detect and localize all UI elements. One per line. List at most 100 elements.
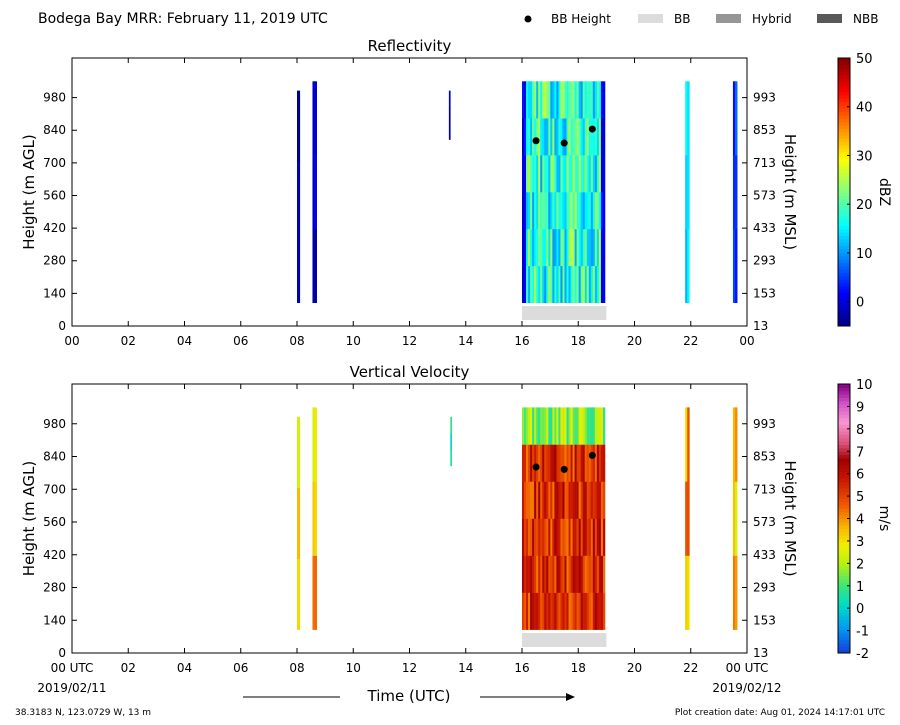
y-tick-label-right: 853 — [753, 123, 776, 137]
colorbar-cell — [838, 636, 850, 641]
echo-cell — [580, 265, 584, 303]
echo-cell — [550, 481, 553, 519]
echo-cell — [590, 444, 594, 482]
echo-cell — [556, 592, 559, 630]
y-tick-label: 560 — [43, 515, 66, 529]
echo-cell — [544, 555, 547, 593]
colorbar-cell — [838, 285, 850, 290]
echo-cell — [594, 155, 598, 193]
echo-cell — [584, 192, 588, 230]
echo-cell — [580, 518, 584, 556]
echo-cell — [538, 518, 541, 556]
echo-cell — [538, 481, 541, 519]
echo-cell — [570, 81, 573, 119]
echo-cell — [596, 518, 600, 556]
echo-cell — [592, 155, 596, 193]
colorbar-cell — [838, 407, 850, 412]
echo-cell — [580, 81, 584, 119]
colorbar-cell — [838, 252, 850, 257]
colorbar-cell — [838, 104, 850, 109]
echo-cell — [548, 265, 551, 303]
echo-cell — [574, 81, 577, 119]
echo-cell — [582, 444, 586, 482]
colorbar-cell — [838, 145, 850, 149]
date-start-label: 2019/02/11 — [37, 681, 106, 695]
echo-cell — [735, 155, 738, 230]
echo-cell — [297, 232, 301, 303]
x-tick-label: 06 — [233, 334, 248, 348]
colorbar-cell — [838, 88, 850, 92]
echo-cell — [526, 518, 529, 556]
echo-cell — [602, 555, 606, 593]
echo-cell — [532, 407, 535, 445]
colorbar-cell — [838, 424, 850, 429]
bb-legend: BB Height BB Hybrid NBB — [524, 12, 878, 26]
echo-cell — [590, 155, 594, 193]
colorbar-cell — [838, 491, 850, 496]
echo-cell — [556, 192, 559, 230]
echo-cell — [564, 81, 567, 119]
colorbar-cell — [838, 451, 850, 456]
echo-cell — [540, 118, 543, 156]
echo-cell — [560, 228, 563, 267]
echo-cell — [685, 155, 688, 230]
echo-cell — [556, 444, 559, 482]
echo-cell — [580, 444, 584, 482]
echo-cell — [594, 518, 598, 556]
echo-cell — [550, 81, 553, 119]
colorbar-cell — [838, 461, 850, 466]
echo-cell — [566, 407, 569, 445]
colorbar-cell — [838, 84, 850, 89]
echo-cell — [580, 555, 584, 593]
xlabel-arrow-head-icon — [566, 693, 575, 701]
colorbar-cell — [838, 494, 850, 499]
echo-cell — [564, 481, 567, 519]
echo-cell — [542, 192, 545, 230]
colorbar-cell — [838, 642, 850, 647]
echo-cell — [592, 192, 596, 230]
colorbar-cell — [838, 248, 850, 253]
echo-cell — [542, 155, 545, 193]
colorbar-cell — [838, 94, 850, 99]
echo-cell — [576, 555, 579, 593]
echo-cell — [584, 555, 588, 593]
echo-cell — [598, 592, 602, 630]
echo-cell — [532, 518, 535, 556]
echo-cell — [560, 444, 563, 482]
colorbar-cell — [838, 649, 850, 654]
colorbar-cell — [838, 431, 850, 435]
colorbar-tick-label: 2 — [856, 557, 864, 572]
echo-cell — [550, 155, 553, 193]
echo-cell — [598, 118, 602, 156]
echo-cell — [590, 118, 594, 156]
echo-cell — [532, 81, 535, 119]
echo-cell — [528, 407, 531, 445]
echo-cell — [600, 407, 604, 445]
echo-cell — [560, 518, 563, 556]
echo-cell — [530, 192, 533, 230]
echo-cell — [524, 555, 527, 593]
echo-cell — [450, 449, 452, 467]
echo-cell — [544, 518, 547, 556]
colorbar-tick-label: 9 — [856, 400, 864, 415]
echo-cell — [552, 555, 555, 593]
echo-cell — [598, 444, 602, 482]
echo-cell — [534, 192, 537, 230]
echo-cell — [592, 555, 596, 593]
colorbar-cell — [838, 434, 850, 439]
echo-cell — [312, 555, 315, 630]
echo-cell — [596, 155, 600, 193]
echo-cell — [735, 228, 738, 303]
echo-cell — [584, 518, 588, 556]
echo-cell — [552, 265, 555, 303]
echo-cell — [572, 518, 575, 556]
colorbar-cell — [838, 101, 850, 106]
echo-cell — [566, 265, 569, 303]
echo-cell — [534, 265, 537, 303]
colorbar-cell — [838, 228, 850, 233]
echo-layer — [297, 407, 738, 630]
echo-cell — [590, 592, 594, 630]
echo-cell — [602, 192, 606, 230]
echo-cell — [550, 118, 553, 156]
